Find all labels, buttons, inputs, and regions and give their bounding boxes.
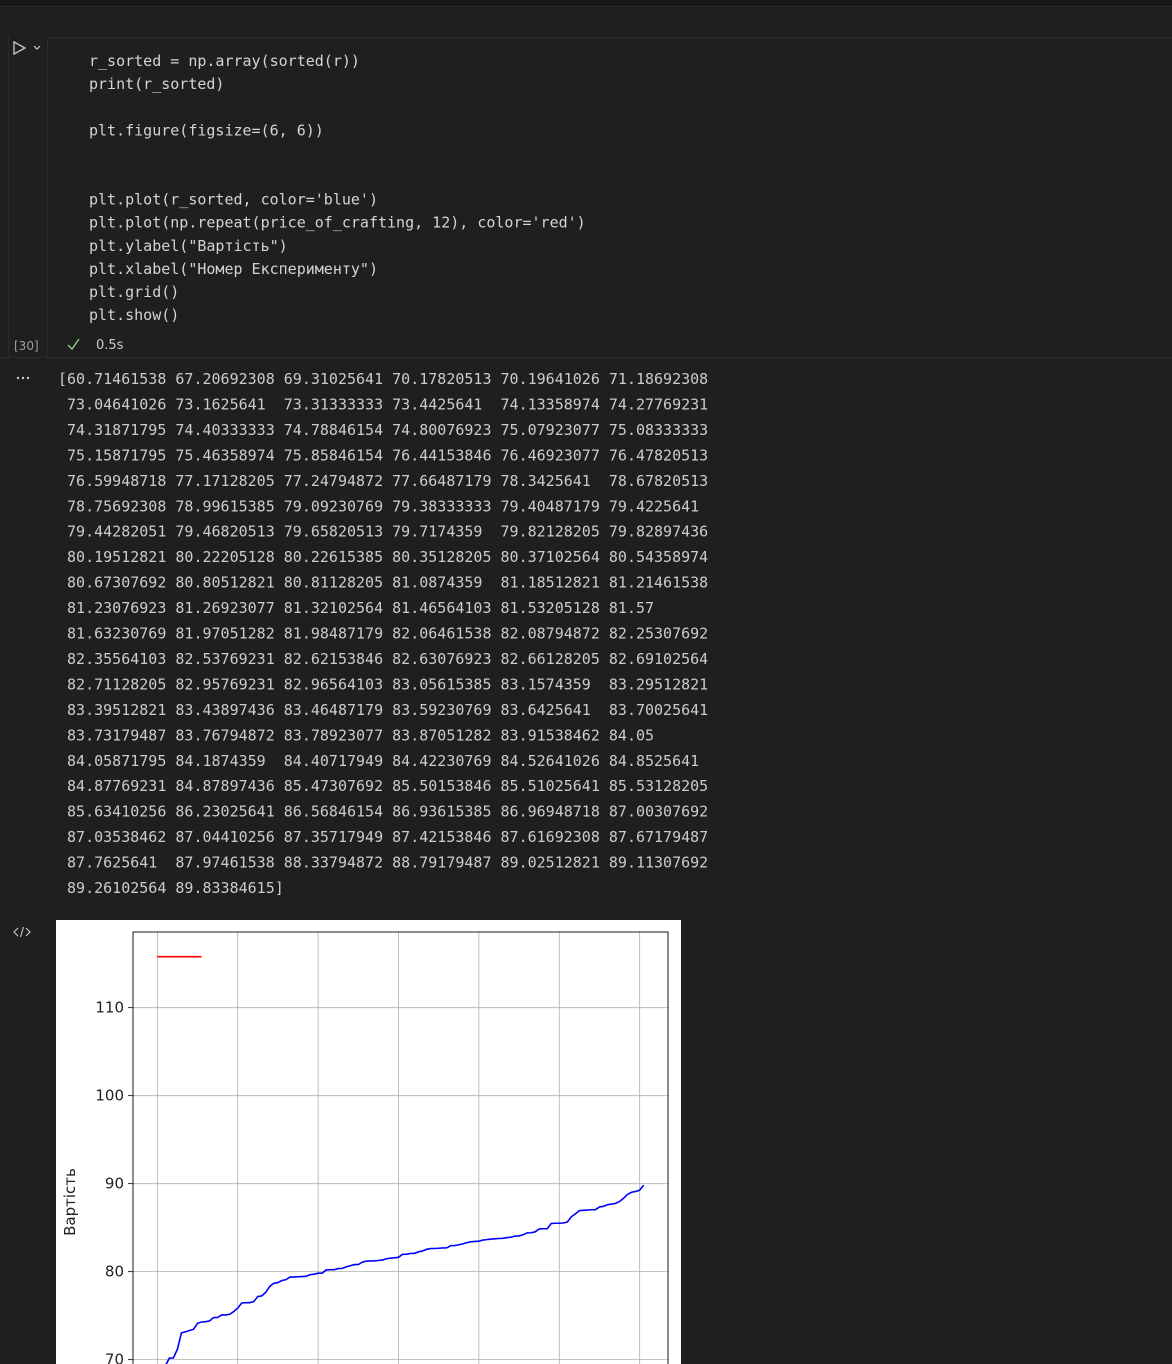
output-line: 82.35564103 82.53769231 82.62153846 82.6…	[58, 650, 708, 668]
code-editor	[47, 37, 1172, 358]
run-button[interactable]	[13, 40, 27, 56]
y-axis-label: Вартість	[61, 1168, 79, 1236]
output-line: 74.31871795 74.40333333 74.78846154 74.8…	[58, 421, 708, 439]
output-line: 80.67307692 80.80512821 80.81128205 81.0…	[58, 574, 708, 592]
success-check	[67, 338, 80, 351]
y-tick-label: 90	[105, 1175, 124, 1193]
y-tick-label: 100	[95, 1087, 124, 1105]
code-line: plt.plot(np.repeat(price_of_crafting, 12…	[89, 214, 586, 232]
figure-background	[56, 920, 681, 1364]
output-line: 85.63410256 86.23025641 86.56846154 86.9…	[58, 803, 708, 821]
output-line: 80.19512821 80.22205128 80.22615385 80.3…	[58, 548, 708, 566]
code-line: plt.xlabel("Номер Експерименту")	[89, 260, 378, 278]
output-line: 79.44282051 79.46820513 79.65820513 79.7…	[58, 523, 708, 541]
top-bar	[0, 0, 1172, 6]
output-text: [60.71461538 67.20692308 69.31025641 70.…	[58, 370, 708, 897]
output-line: 87.03538462 87.04410256 87.35717949 87.4…	[58, 828, 708, 846]
output-line: 78.75692308 78.99615385 79.09230769 79.3…	[58, 497, 699, 515]
output-line: 84.87769231 84.87897436 85.47307692 85.5…	[58, 777, 708, 795]
output-line: 89.26102564 89.83384615]	[58, 879, 284, 897]
output-line: 84.05871795 84.1874359 84.40717949 84.42…	[58, 752, 699, 770]
output-line: 73.04641026 73.1625641 73.31333333 73.44…	[58, 395, 708, 413]
output-line: 76.59948718 77.17128205 77.24794872 77.6…	[58, 472, 708, 490]
code-line: r_sorted = np.array(sorted(r))	[89, 52, 360, 70]
output-line: 87.7625641 87.97461538 88.33794872 88.79…	[58, 854, 708, 872]
code-lines: r_sorted = np.array(sorted(r)) print(r_so…	[89, 52, 586, 324]
output-renderer-icon[interactable]	[13, 926, 31, 938]
figure: Вартість 60708090100110	[56, 920, 681, 1364]
output-menu[interactable]	[16, 376, 30, 380]
execution-count: [30]	[14, 339, 39, 353]
output-line: [60.71461538 67.20692308 69.31025641 70.…	[58, 370, 708, 388]
output-line: 75.15871795 75.46358974 75.85846154 76.4…	[58, 446, 708, 464]
y-tick-label: 70	[105, 1351, 124, 1364]
code-line: plt.show()	[89, 306, 179, 324]
output-line: 83.73179487 83.76794872 83.78923077 83.8…	[58, 726, 654, 744]
output-line: 81.63230769 81.97051282 81.98487179 82.0…	[58, 625, 708, 643]
code-line: plt.grid()	[89, 283, 179, 301]
y-tick-label: 110	[95, 999, 124, 1017]
y-tick-label: 80	[105, 1263, 124, 1281]
code-line: plt.ylabel("Вартість")	[89, 237, 288, 255]
output-line: 82.71128205 82.95769231 82.96564103 83.0…	[58, 675, 708, 693]
duration: 0.5s	[96, 338, 124, 353]
code-line: print(r_sorted)	[89, 75, 224, 93]
output-line: 81.23076923 81.26923077 81.32102564 81.4…	[58, 599, 654, 617]
output-line: 83.39512821 83.43897436 83.46487179 83.5…	[58, 701, 708, 719]
code-line: plt.plot(r_sorted, color='blue')	[89, 191, 378, 209]
axes-frame	[132, 931, 669, 1364]
run-menu[interactable]	[33, 45, 41, 50]
line-series	[165, 1184, 645, 1364]
code-line: plt.figure(figsize=(6, 6))	[89, 121, 324, 139]
